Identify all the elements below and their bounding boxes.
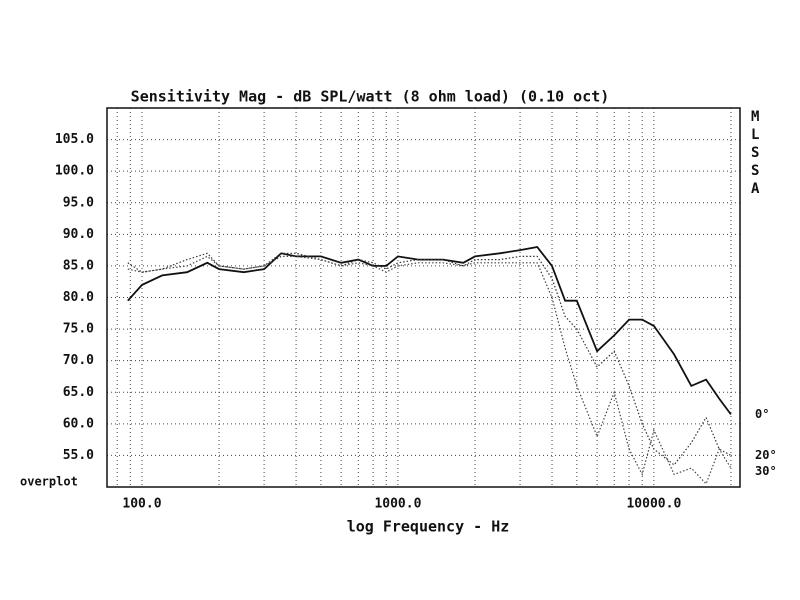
overplot-label: overplot <box>20 475 78 489</box>
y-tick-label: 70.0 <box>63 353 94 368</box>
x-axis-label: log Frequency - Hz <box>347 518 510 536</box>
chart-title: Sensitivity Mag - dB SPL/watt (8 ohm loa… <box>131 88 610 106</box>
plot-frame <box>106 107 741 488</box>
y-tick-label: 85.0 <box>63 258 94 273</box>
x-tick-label: 10000.0 <box>626 497 681 512</box>
y-tick-label: 100.0 <box>55 164 94 179</box>
y-tick-label: 60.0 <box>63 416 94 431</box>
y-tick-label: 65.0 <box>63 385 94 400</box>
legend-label: 20° <box>755 448 777 462</box>
y-tick-label: 80.0 <box>63 290 94 305</box>
y-tick-label: 105.0 <box>55 132 94 147</box>
legend-label: 30° <box>755 464 777 478</box>
y-tick-label: 95.0 <box>63 195 94 210</box>
series-line <box>127 255 732 485</box>
y-tick-label: 90.0 <box>63 227 94 242</box>
series-line <box>127 246 732 415</box>
legend-label: 0° <box>755 407 769 421</box>
y-tick-label: 55.0 <box>63 448 94 463</box>
series-line <box>127 252 732 466</box>
side-label: MLSSA <box>751 109 760 197</box>
x-tick-label: 1000.0 <box>374 497 421 512</box>
x-tick-label: 100.0 <box>122 497 161 512</box>
y-tick-label: 75.0 <box>63 322 94 337</box>
